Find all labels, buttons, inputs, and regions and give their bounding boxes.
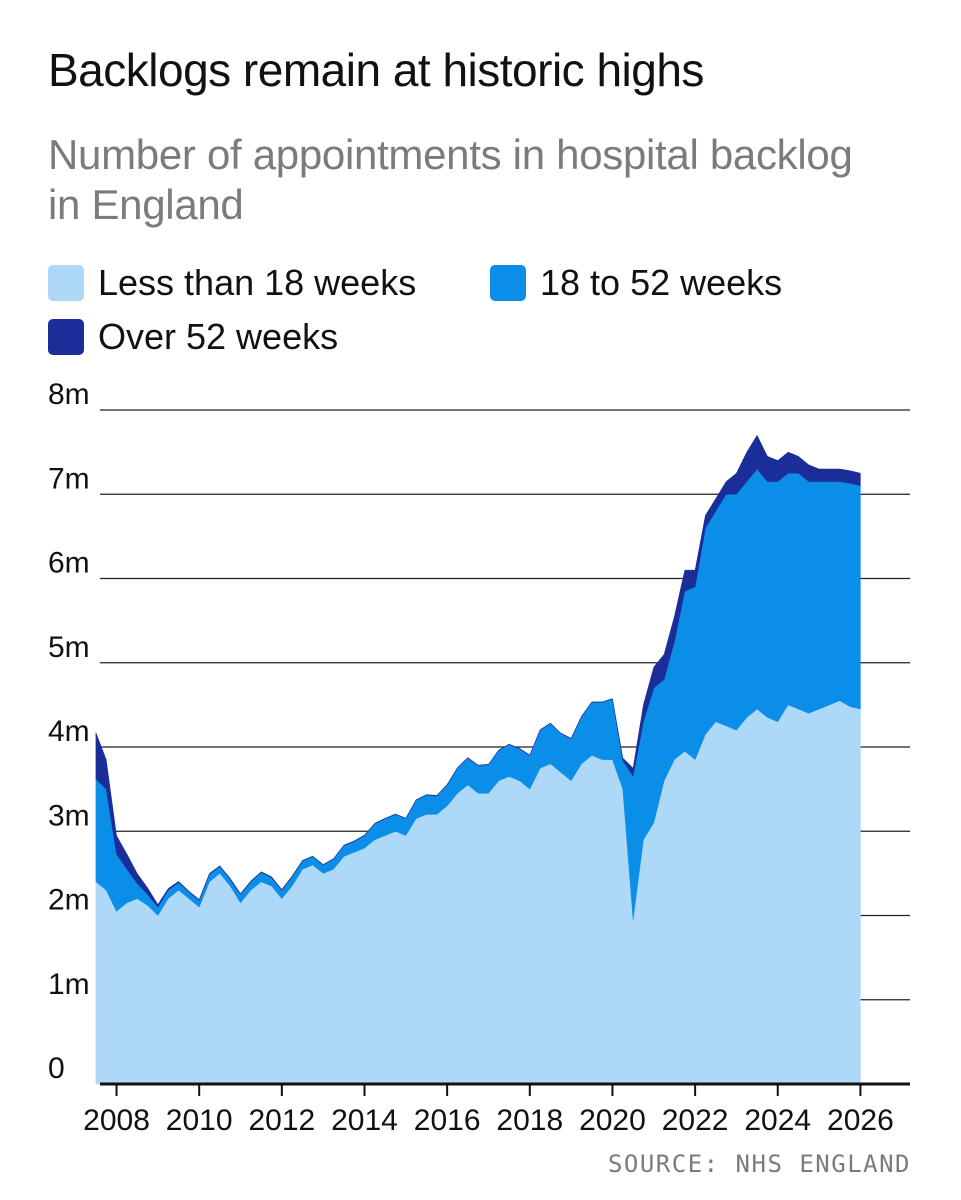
x-tick-label-0: 2008 (83, 1104, 150, 1137)
legend-label-over-52-weeks: Over 52 weeks (98, 316, 339, 357)
x-tick-label-6: 2020 (579, 1104, 646, 1137)
x-tick-label-3: 2014 (331, 1104, 398, 1137)
x-tick-label-9: 2026 (827, 1104, 894, 1137)
x-tick-label-8: 2024 (744, 1104, 811, 1137)
y-tick-label-1: 1m (48, 968, 90, 1001)
axes: 0 1m 2m 3m 4m 5m 6m 7m 8m 2008 2010 2012 2014 2016 201… (48, 378, 910, 1137)
y-tick-label-3: 3m (48, 799, 90, 832)
x-tick-label-4: 2016 (414, 1104, 481, 1137)
y-tick-label-8: 8m (48, 378, 90, 411)
source-note: SOURCE: NHS ENGLAND (607, 1150, 911, 1178)
y-tick-label-2: 2m (48, 884, 90, 917)
chart-title: Backlogs remain at historic highs (48, 44, 704, 96)
x-tick-label-2: 2012 (248, 1104, 315, 1137)
x-tick-label-1: 2010 (166, 1104, 233, 1137)
legend-item-over-52-weeks: Over 52 weeks (48, 316, 338, 358)
area-series-0 (95, 700, 861, 1085)
x-tick-label-5: 2018 (496, 1104, 563, 1137)
y-tick-label-4: 4m (48, 715, 90, 748)
y-tick-label-0: 0 (48, 1052, 65, 1085)
legend-swatch-under-18-weeks (48, 265, 84, 301)
area-series-2 (95, 435, 861, 908)
legend-item-18-to-52-weeks: 18 to 52 weeks (490, 262, 782, 304)
chart-subtitle: Number of appointments in hospital backl… (48, 131, 853, 229)
y-tick-label-6: 6m (48, 547, 90, 580)
area-series (95, 435, 861, 1085)
y-tick-label-7: 7m (48, 462, 90, 495)
legend-label-under-18-weeks: Less than 18 weeks (98, 262, 417, 303)
legend-item-under-18-weeks: Less than 18 weeks (48, 262, 416, 304)
legend-swatch-over-52-weeks (48, 319, 84, 355)
legend-swatch-18-to-52-weeks (490, 265, 526, 301)
legend-label-18-to-52-weeks: 18 to 52 weeks (540, 262, 783, 303)
x-tick-label-7: 2022 (662, 1104, 729, 1137)
y-tick-label-5: 5m (48, 631, 90, 664)
